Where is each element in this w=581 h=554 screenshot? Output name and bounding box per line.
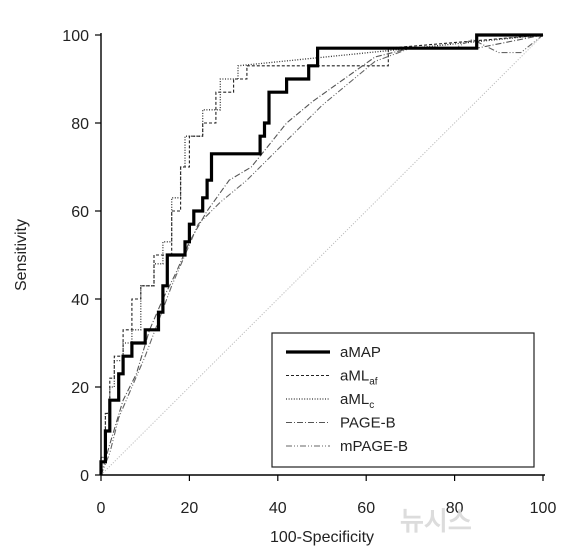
x-tick-label: 40 <box>269 500 287 517</box>
reference-line <box>100 34 544 476</box>
legend-box <box>271 332 535 468</box>
y-tick-label: 60 <box>71 204 89 221</box>
legend: aMAP aMLaf aMLc PAGE-B mPAGE-B <box>271 332 535 468</box>
x-tick-label: 60 <box>357 500 375 517</box>
y-axis-title: Sensitivity <box>13 219 30 291</box>
y-tick-label: 20 <box>71 380 89 397</box>
series-line-amap <box>99 33 543 475</box>
x-tick-label: 20 <box>181 500 199 517</box>
axes <box>95 33 545 481</box>
y-tick-label: 40 <box>71 292 89 309</box>
reference-diagonal <box>100 34 544 476</box>
y-tick-label: 100 <box>62 28 89 45</box>
x-tick-label: 80 <box>446 500 464 517</box>
y-tick-label: 80 <box>71 116 89 133</box>
x-tick-label: 0 <box>97 500 106 517</box>
legend-label-amlaf: aMLaf <box>340 368 378 388</box>
y-tick-label: 0 <box>80 468 89 485</box>
legend-label-amap: aMAP <box>340 344 381 361</box>
series-line-amlc <box>100 34 544 475</box>
series-lines <box>99 33 544 476</box>
series-line-page-b <box>100 34 544 476</box>
legend-label-mpage-b: mPAGE-B <box>340 438 408 455</box>
watermark-logo: 뉴시스 <box>400 507 472 537</box>
series-line-mpage-b <box>100 34 544 476</box>
x-axis-title: 100-Specificity <box>270 529 374 546</box>
x-tick-label: 100 <box>530 500 557 517</box>
legend-label-amlc: aMLc <box>340 391 374 411</box>
tick-labels: 0 20 40 60 80 100 0 20 40 60 80 100 <box>62 28 556 517</box>
legend-label-page-b: PAGE-B <box>340 415 396 432</box>
